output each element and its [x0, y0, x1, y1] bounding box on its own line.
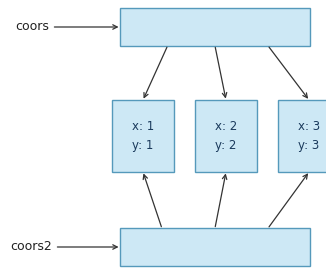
Text: coors: coors [15, 20, 49, 34]
Bar [278, 100, 326, 172]
Bar [112, 100, 174, 172]
Bar [120, 228, 310, 266]
Text: x: 1
y: 1: x: 1 y: 1 [132, 120, 154, 153]
Text: x: 2
y: 2: x: 2 y: 2 [215, 120, 237, 153]
Bar [120, 8, 310, 46]
Bar [195, 100, 257, 172]
Text: coors2: coors2 [10, 241, 52, 254]
Text: x: 3
y: 3: x: 3 y: 3 [298, 120, 320, 153]
